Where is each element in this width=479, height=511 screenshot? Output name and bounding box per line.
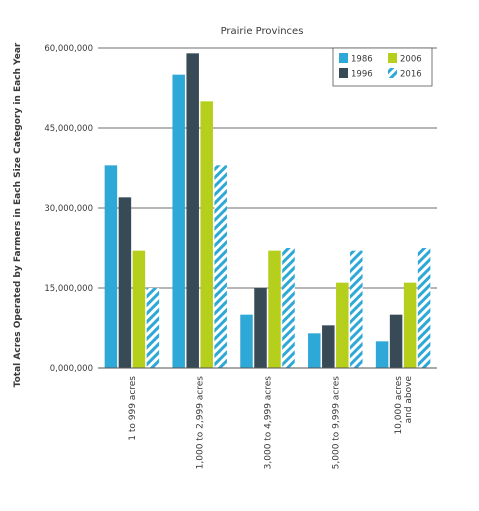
bar-1986	[240, 314, 253, 368]
x-tick-label-line: 5,000 to 9,999 acres	[331, 376, 341, 470]
bar-1996	[389, 314, 403, 368]
x-tick-label: 5,000 to 9,999 acres	[331, 376, 341, 470]
y-tick-label: 15,000,000	[44, 284, 93, 294]
legend-swatch-2006	[388, 53, 397, 63]
bar-1996	[254, 288, 267, 368]
x-tick-label-line: 1,000 to 2,999 acres	[196, 376, 206, 470]
bar-2016	[146, 288, 160, 368]
bar-1996	[118, 197, 132, 368]
legend-label-2016: 2016	[400, 70, 422, 80]
y-tick-label: 0,000,000	[50, 364, 93, 374]
bars	[104, 53, 431, 369]
bar-2006	[200, 101, 213, 368]
y-axis-ticks: 0,000,000 15,000,000 30,000,000 45,000,000 6…	[44, 44, 93, 374]
bar-2006	[268, 250, 281, 368]
x-tick-label-line: 3,000 to 4,999 acres	[264, 376, 274, 470]
bar-2006	[336, 282, 349, 368]
bar-2016	[350, 250, 363, 368]
x-tick-label: 3,000 to 4,999 acres	[264, 376, 274, 470]
bar-2016	[282, 248, 295, 368]
x-tick-label-line: 10,000 acres	[394, 376, 404, 435]
y-tick-label: 45,000,000	[44, 124, 93, 134]
bar-1986	[172, 74, 185, 369]
legend-frame	[332, 47, 433, 87]
bar-2006	[132, 250, 146, 368]
bar-1986	[308, 333, 321, 368]
x-axis-ticks: 1 to 999 acres 1,000 to 2,999 acres 3,000 …	[128, 376, 414, 470]
bar-1986	[375, 341, 389, 368]
x-tick-label-line: and above	[404, 376, 414, 424]
bar-1996	[322, 325, 335, 368]
bar-2016	[214, 165, 227, 368]
legend-swatch-2016	[388, 68, 397, 78]
legend-swatch-1986	[339, 53, 348, 63]
legend-swatch-1996	[339, 68, 348, 78]
bar-1996	[186, 53, 199, 368]
x-tick-label-line: 1 to 999 acres	[128, 376, 138, 441]
x-tick-label: 1,000 to 2,999 acres	[196, 376, 206, 470]
y-axis-label: Total Acres Operated by Farmers in Each …	[13, 42, 23, 387]
bar-1986	[104, 165, 118, 368]
chart-title: Prairie Provinces	[221, 26, 304, 37]
x-tick-label: 10,000 acres and above	[394, 376, 414, 435]
legend-label-2006: 2006	[400, 55, 422, 65]
y-tick-label: 30,000,000	[44, 204, 93, 214]
bar-2016	[417, 248, 431, 368]
bar-2006	[403, 282, 417, 368]
legend-label-1986: 1986	[351, 55, 373, 65]
x-tick-label: 1 to 999 acres	[128, 376, 138, 441]
y-tick-label: 60,000,000	[44, 44, 93, 54]
legend: 1986 1996 2006 2016	[332, 47, 433, 87]
legend-label-1996: 1996	[351, 70, 373, 80]
